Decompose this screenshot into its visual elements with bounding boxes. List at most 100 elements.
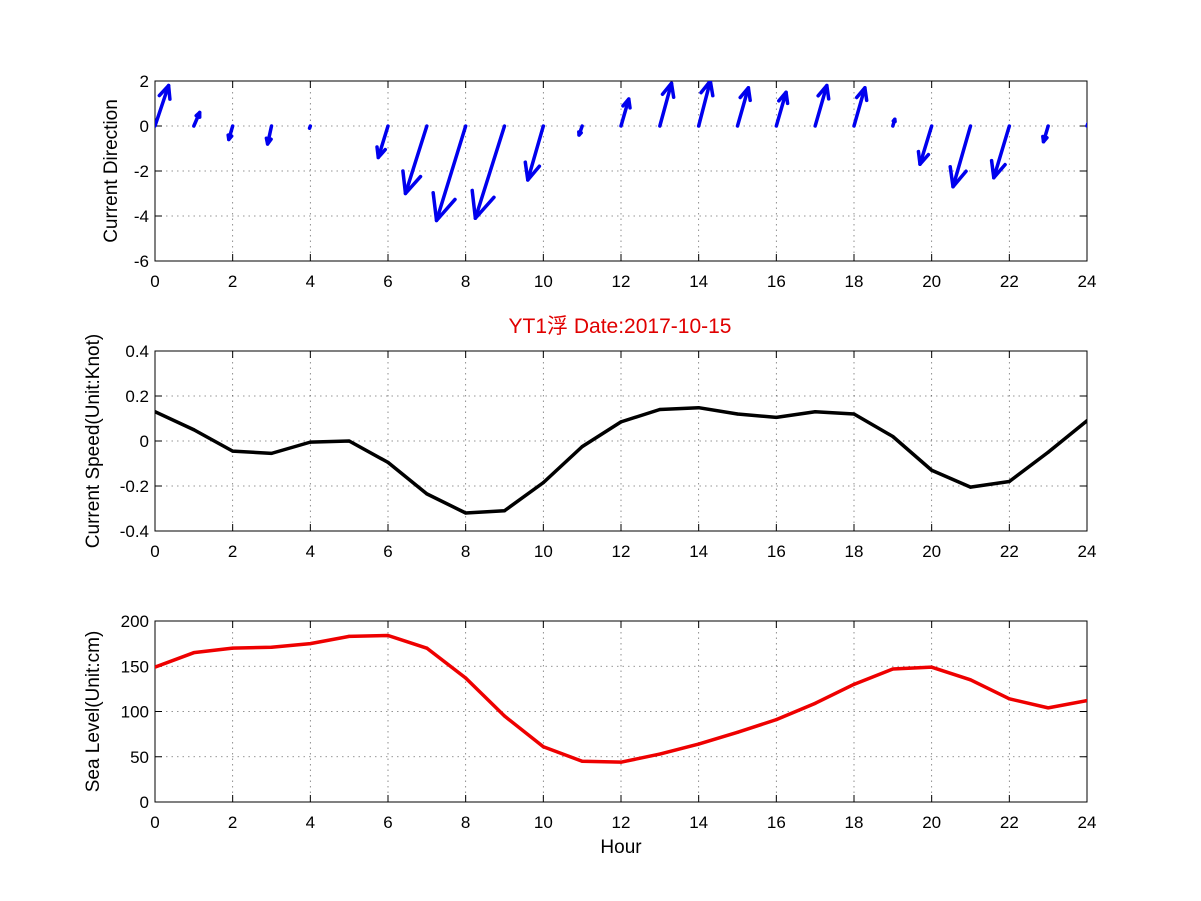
chart-1-x-tick-label: 8 xyxy=(461,542,470,561)
chart-0-arrow xyxy=(891,117,897,128)
chart-1-data-point xyxy=(813,410,817,414)
chart-0-arrow xyxy=(696,81,715,128)
chart-0-x-tick-label: 2 xyxy=(228,272,237,291)
chart-2-data-point xyxy=(697,742,701,746)
chart-2-data-point xyxy=(192,651,196,655)
chart-2-y-tick-label: 150 xyxy=(121,657,149,676)
chart-1-data-point xyxy=(735,412,740,416)
chart-2-x-tick-label: 12 xyxy=(612,813,631,832)
chart-0-arrow xyxy=(916,124,934,166)
chart-2-x-tick-label: 24 xyxy=(1078,813,1097,832)
chart-2-y-tick-label: 0 xyxy=(140,793,149,812)
chart-0-x-tick-label: 8 xyxy=(461,272,470,291)
chart-0-arrow xyxy=(192,110,202,128)
chart-2-data-point xyxy=(464,676,468,680)
chart-2-data-point xyxy=(155,665,157,669)
chart-2-x-tick-label: 2 xyxy=(228,813,237,832)
chart-2-x-tick-label: 22 xyxy=(1000,813,1019,832)
chart-2-y-tick-label: 50 xyxy=(130,748,149,767)
chart-1-y-tick-label: 0.2 xyxy=(125,387,149,406)
chart-1-y-tick-label: 0 xyxy=(140,432,149,451)
chart-0-arrow xyxy=(813,83,831,128)
chart-title: YT1浮 Date:2017-10-15 xyxy=(509,315,732,338)
chart-2-x-tick-label: 16 xyxy=(767,813,786,832)
chart-2-data-point xyxy=(852,682,856,686)
chart-1-x-tick-label: 18 xyxy=(845,542,864,561)
chart-2-data-point xyxy=(308,642,312,646)
chart-2-data-point xyxy=(619,760,623,764)
chart-0-arrow xyxy=(226,124,235,142)
chart-2-data-point xyxy=(231,646,235,650)
chart-0-arrow xyxy=(431,124,468,223)
chart-0-x-tick-label: 6 xyxy=(383,272,392,291)
chart-0-arrow xyxy=(577,124,584,137)
chart-0-x-tick-label: 16 xyxy=(767,272,786,291)
chart-2-plot-area xyxy=(155,633,1087,764)
chart-1-data-point xyxy=(386,460,390,464)
chart-2-data-point xyxy=(968,678,973,682)
chart-2-data-point xyxy=(269,645,274,649)
chart-2-y-tick-label: 100 xyxy=(121,703,149,722)
chart-1-data-point xyxy=(502,509,507,513)
chart-1-data-point xyxy=(1085,419,1087,423)
chart-0-x-tick-label: 24 xyxy=(1078,272,1097,291)
chart-1-data-point xyxy=(580,445,584,449)
chart-1-y-tick-label: -0.2 xyxy=(120,477,149,496)
chart-1-data-point xyxy=(308,440,312,444)
chart-0-x-tick-label: 22 xyxy=(1000,272,1019,291)
chart-2-x-tick-label: 14 xyxy=(689,813,708,832)
chart-2-x-tick-label: 10 xyxy=(534,813,553,832)
chart-1-data-point xyxy=(1007,479,1011,484)
chart-2-data-point xyxy=(1085,699,1087,703)
chart-2-data-point xyxy=(580,759,584,763)
chart-1-data-point xyxy=(852,412,856,416)
chart-1-x-tick-label: 14 xyxy=(689,542,708,561)
chart-1-data-point xyxy=(464,511,468,515)
chart-0-x-tick-label: 12 xyxy=(612,272,631,291)
chart-0-y-tick-label: -4 xyxy=(134,207,149,226)
chart-2-x-tick-label: 20 xyxy=(922,813,941,832)
chart-1-data-point xyxy=(541,481,545,485)
chart-1-x-tick-label: 2 xyxy=(228,542,237,561)
chart-1-x-tick-label: 12 xyxy=(612,542,631,561)
chart-1-x-tick-label: 22 xyxy=(1000,542,1019,561)
chart-0-x-tick-label: 14 xyxy=(689,272,708,291)
chart-2-x-tick-label: 0 xyxy=(150,813,159,832)
chart-2-data-point xyxy=(347,634,351,638)
chart-2-data-point xyxy=(1007,697,1011,701)
chart-1-data-point xyxy=(192,428,196,432)
chart-0-arrow xyxy=(470,124,507,220)
chart-0-plot-area xyxy=(155,81,1087,223)
chart-0-arrow xyxy=(948,124,973,189)
chart-0-x-tick-label: 10 xyxy=(534,272,553,291)
chart-1-x-tick-label: 4 xyxy=(306,542,315,561)
chart-1-plot-area xyxy=(155,405,1087,515)
chart-2-x-tick-label: 6 xyxy=(383,813,392,832)
chart-1-data-point xyxy=(269,451,274,455)
chart-0-y-tick-label: -6 xyxy=(134,252,149,271)
chart-2-y-tick-label: 200 xyxy=(121,612,149,631)
chart-0-arrow xyxy=(1041,124,1050,144)
chart-0-y-tick-label: 2 xyxy=(140,72,149,91)
chart-0-arrow xyxy=(735,86,752,128)
chart-0-y-tick-label: 0 xyxy=(140,117,149,136)
chart-0-y-tick-label: -2 xyxy=(134,162,149,181)
chart-1-data-point xyxy=(891,434,895,439)
chart-1-data-point xyxy=(658,407,662,412)
chart-0-x-tick-label: 20 xyxy=(922,272,941,291)
chart-0-arrow xyxy=(523,124,546,182)
chart-2-data-point xyxy=(930,665,934,669)
chart-1-data-point xyxy=(697,406,701,410)
chart-1-data-point xyxy=(347,439,351,443)
chart-2-data-point xyxy=(891,667,895,671)
chart-1-y-axis-label: Current Speed(Unit:Knot) xyxy=(83,334,104,548)
chart-1-x-tick-label: 10 xyxy=(534,542,553,561)
chart-1-x-tick-label: 6 xyxy=(383,542,392,561)
chart-1-x-tick-label: 0 xyxy=(150,542,159,561)
chart-0-arrow xyxy=(989,124,1012,180)
chart-1-x-tick-label: 20 xyxy=(922,542,941,561)
chart-0-arrow xyxy=(401,124,429,196)
